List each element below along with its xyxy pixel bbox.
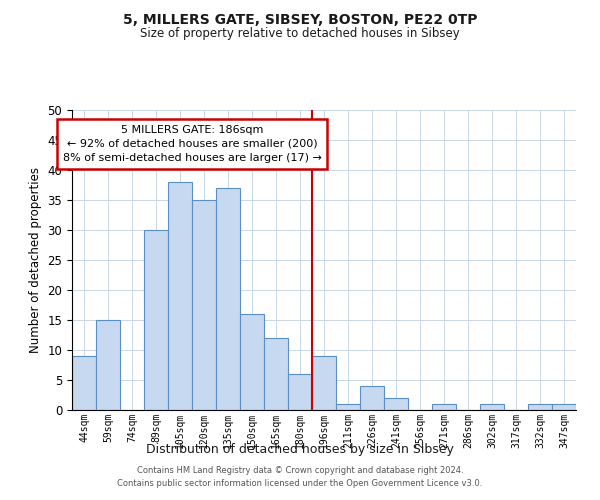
- Text: 5, MILLERS GATE, SIBSEY, BOSTON, PE22 0TP: 5, MILLERS GATE, SIBSEY, BOSTON, PE22 0T…: [123, 12, 477, 26]
- Bar: [384, 398, 408, 410]
- Text: Size of property relative to detached houses in Sibsey: Size of property relative to detached ho…: [140, 28, 460, 40]
- Bar: [192, 200, 216, 410]
- Y-axis label: Number of detached properties: Number of detached properties: [29, 167, 42, 353]
- Text: 5 MILLERS GATE: 186sqm
← 92% of detached houses are smaller (200)
8% of semi-det: 5 MILLERS GATE: 186sqm ← 92% of detached…: [62, 125, 322, 163]
- Bar: [480, 404, 504, 410]
- Bar: [552, 404, 576, 410]
- Bar: [264, 338, 288, 410]
- Bar: [72, 356, 96, 410]
- Bar: [360, 386, 384, 410]
- Bar: [144, 230, 168, 410]
- Bar: [240, 314, 264, 410]
- Bar: [96, 320, 120, 410]
- Bar: [216, 188, 240, 410]
- Bar: [312, 356, 336, 410]
- Text: Distribution of detached houses by size in Sibsey: Distribution of detached houses by size …: [146, 442, 454, 456]
- Bar: [336, 404, 360, 410]
- Bar: [528, 404, 552, 410]
- Bar: [432, 404, 456, 410]
- Bar: [288, 374, 312, 410]
- Bar: [168, 182, 192, 410]
- Text: Contains HM Land Registry data © Crown copyright and database right 2024.
Contai: Contains HM Land Registry data © Crown c…: [118, 466, 482, 487]
